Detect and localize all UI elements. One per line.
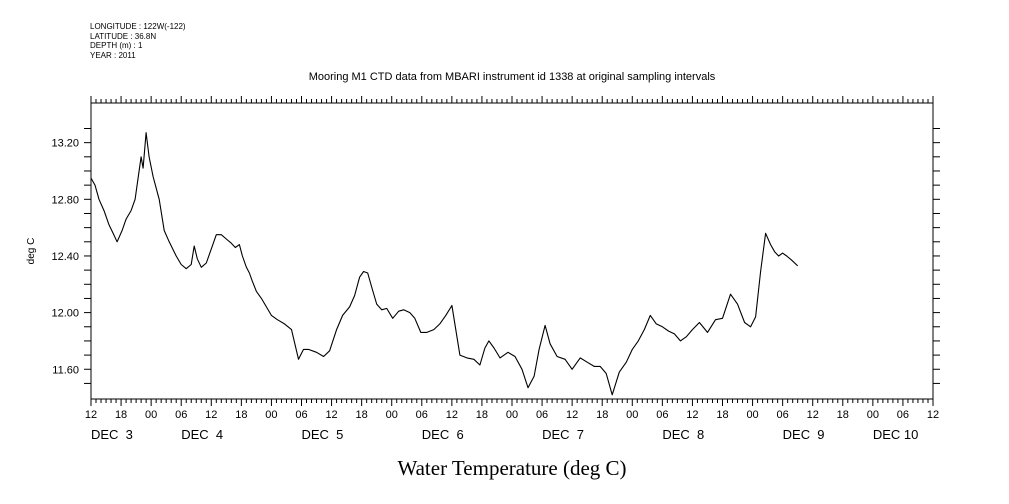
x-hour-label: 00 bbox=[265, 409, 277, 421]
y-tick-label: 13.20 bbox=[51, 138, 79, 150]
x-hour-label: 00 bbox=[867, 409, 879, 421]
x-hour-label: 00 bbox=[506, 409, 518, 421]
chart-metadata: LONGITUDE : 122W(-122) LATITUDE : 36.8N … bbox=[90, 22, 186, 60]
x-day-label: DEC 6 bbox=[422, 427, 464, 442]
x-hour-label: 18 bbox=[596, 409, 608, 421]
x-hour-label: 12 bbox=[686, 409, 698, 421]
x-hour-label: 18 bbox=[115, 409, 127, 421]
y-tick-labels: 11.60 12.00 12.40 12.80 13.20 bbox=[51, 138, 79, 377]
depth-label: DEPTH (m) : 1 bbox=[90, 41, 143, 50]
y-axis-label: deg C bbox=[26, 238, 37, 265]
chart-title: Mooring M1 CTD data from MBARI instrumen… bbox=[309, 71, 716, 83]
year-label: YEAR : 2011 bbox=[90, 50, 136, 60]
x-hour-label: 00 bbox=[746, 409, 758, 421]
x-day-label: DEC 5 bbox=[302, 427, 344, 442]
x-hour-label: 18 bbox=[235, 409, 247, 421]
x-hour-label: 12 bbox=[566, 409, 578, 421]
x-hour-label: 18 bbox=[476, 409, 488, 421]
x-axis-ticks bbox=[90, 96, 934, 406]
x-day-label: DEC 8 bbox=[662, 427, 704, 442]
y-axis-ticks bbox=[84, 127, 940, 384]
x-hour-label: 12 bbox=[807, 409, 819, 421]
x-hour-label: 18 bbox=[716, 409, 728, 421]
x-hour-label: 00 bbox=[145, 409, 157, 421]
x-hour-label: 12 bbox=[325, 409, 337, 421]
y-tick-label: 12.80 bbox=[51, 194, 79, 206]
x-hour-label: 06 bbox=[175, 409, 187, 421]
x-day-label: DEC 3 bbox=[91, 427, 133, 442]
x-hour-label: 12 bbox=[85, 409, 97, 421]
y-tick-label: 12.40 bbox=[51, 251, 79, 263]
x-hour-label: 06 bbox=[295, 409, 307, 421]
x-hour-label: 12 bbox=[205, 409, 217, 421]
y-tick-label: 11.60 bbox=[52, 364, 79, 376]
x-day-label: DEC 10 bbox=[873, 427, 919, 442]
x-hour-label: 06 bbox=[897, 409, 909, 421]
x-hour-label: 18 bbox=[837, 409, 849, 421]
x-hour-label: 06 bbox=[656, 409, 668, 421]
x-hour-label: 06 bbox=[536, 409, 548, 421]
x-hour-label: 06 bbox=[416, 409, 428, 421]
x-hour-label: 00 bbox=[626, 409, 638, 421]
y-tick-label: 12.00 bbox=[51, 308, 79, 320]
x-hour-label: 12 bbox=[927, 409, 939, 421]
water-temperature-line bbox=[90, 132, 799, 396]
x-hour-label: 06 bbox=[777, 409, 789, 421]
x-hour-label: 12 bbox=[446, 409, 458, 421]
latitude-label: LATITUDE : 36.8N bbox=[90, 31, 157, 41]
x-hour-labels: 12 18 00 06 12 18 00 06 12 18 00 06 12 18 00 06 12 18 00 06… bbox=[85, 409, 939, 421]
x-day-label: DEC 7 bbox=[542, 427, 584, 442]
x-day-label: DEC 4 bbox=[181, 427, 223, 442]
x-day-label: DEC 9 bbox=[783, 427, 825, 442]
x-hour-label: 00 bbox=[386, 409, 398, 421]
x-hour-label: 18 bbox=[356, 409, 368, 421]
longitude-label: LONGITUDE : 122W(-122) bbox=[90, 22, 186, 31]
x-axis-label: Water Temperature (deg C) bbox=[397, 456, 626, 480]
x-day-labels: DEC 3 DEC 4 DEC 5 DEC 6 DEC 7 DEC 8 DEC 9 DEC 1… bbox=[91, 427, 918, 442]
